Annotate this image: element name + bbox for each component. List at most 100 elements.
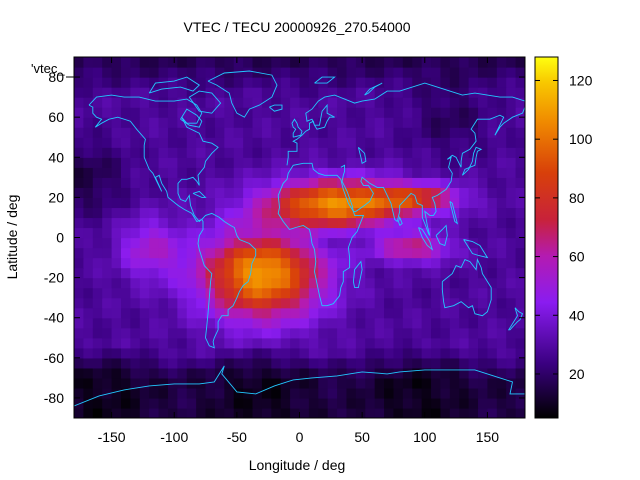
heatmap-cell bbox=[515, 217, 525, 229]
heatmap-cell bbox=[506, 147, 517, 158]
heatmap-cell bbox=[139, 107, 150, 118]
heatmap-cell bbox=[431, 357, 442, 369]
heatmap-cell bbox=[515, 267, 525, 279]
heatmap-cell bbox=[158, 57, 169, 68]
heatmap-cell bbox=[130, 397, 141, 409]
heatmap-cell bbox=[506, 317, 517, 329]
heatmap-cell bbox=[355, 87, 366, 98]
heatmap-cell bbox=[318, 357, 329, 369]
heatmap-cell bbox=[421, 157, 432, 168]
heatmap-cell bbox=[252, 87, 263, 98]
heatmap-cell bbox=[412, 377, 423, 389]
heatmap-cell bbox=[412, 147, 423, 158]
heatmap-cell bbox=[421, 327, 432, 339]
heatmap-cell bbox=[506, 127, 517, 138]
heatmap-cell bbox=[261, 247, 272, 259]
heatmap-cell bbox=[149, 157, 160, 168]
heatmap-cell bbox=[496, 197, 507, 209]
heatmap-cell bbox=[384, 177, 395, 188]
heatmap-cell bbox=[214, 67, 225, 78]
heatmap-cell bbox=[290, 357, 301, 369]
heatmap-cell bbox=[214, 227, 225, 239]
colorbar-tick-label: 20 bbox=[569, 366, 585, 382]
heatmap-cell bbox=[308, 127, 319, 138]
heatmap-cell bbox=[449, 127, 460, 138]
heatmap-cell bbox=[440, 347, 451, 359]
heatmap-cell bbox=[120, 187, 131, 198]
heatmap-cell bbox=[384, 157, 395, 168]
heatmap-cell bbox=[158, 157, 169, 168]
heatmap-cell bbox=[139, 77, 150, 88]
heatmap-cell bbox=[130, 77, 141, 88]
heatmap-cell bbox=[402, 247, 413, 259]
heatmap-cell bbox=[308, 407, 319, 418]
heatmap-cell bbox=[196, 137, 207, 148]
heatmap-cell bbox=[92, 397, 103, 409]
heatmap-cell bbox=[120, 327, 131, 339]
heatmap-cell bbox=[120, 297, 131, 309]
heatmap-cell bbox=[149, 387, 160, 399]
heatmap-cell bbox=[440, 227, 451, 239]
heatmap-cell bbox=[327, 77, 338, 88]
heatmap-cell bbox=[355, 397, 366, 409]
heatmap-cell bbox=[280, 187, 291, 198]
heatmap-cell bbox=[318, 187, 329, 198]
heatmap-cell bbox=[346, 337, 357, 349]
heatmap-cell bbox=[327, 137, 338, 148]
heatmap-cell bbox=[421, 57, 432, 68]
heatmap-cell bbox=[440, 167, 451, 178]
heatmap-cell bbox=[224, 57, 235, 68]
heatmap-cell bbox=[290, 67, 301, 78]
heatmap-cell bbox=[440, 397, 451, 409]
heatmap-cell bbox=[261, 337, 272, 349]
heatmap-cell bbox=[327, 167, 338, 178]
heatmap-cell bbox=[74, 197, 84, 209]
heatmap-cell bbox=[271, 397, 282, 409]
coastline-arctic-isles bbox=[148, 76, 201, 94]
x-tick-label: -50 bbox=[227, 429, 247, 445]
heatmap-cell bbox=[478, 187, 489, 198]
heatmap-cell bbox=[214, 187, 225, 198]
heatmap-cell bbox=[196, 397, 207, 409]
heatmap-cell bbox=[271, 87, 282, 98]
heatmap-cell bbox=[515, 357, 525, 369]
heatmap-cell bbox=[290, 237, 301, 249]
heatmap-cell bbox=[393, 127, 404, 138]
heatmap-cell bbox=[393, 147, 404, 158]
heatmap-cell bbox=[111, 67, 122, 78]
heatmap-cell bbox=[487, 217, 498, 229]
heatmap-cell bbox=[449, 187, 460, 198]
heatmap-cell bbox=[214, 77, 225, 88]
heatmap-cell bbox=[92, 87, 103, 98]
heatmap-cell bbox=[233, 407, 244, 418]
heatmap-cell bbox=[177, 347, 188, 359]
heatmap-cell bbox=[205, 237, 216, 249]
heatmap-cell bbox=[111, 247, 122, 259]
heatmap-cell bbox=[252, 137, 263, 148]
heatmap-cell bbox=[177, 117, 188, 128]
heatmap-cell bbox=[393, 377, 404, 389]
heatmap-cell bbox=[318, 127, 329, 138]
heatmap-cell bbox=[384, 297, 395, 309]
heatmap-cell bbox=[374, 67, 385, 78]
heatmap-cell bbox=[299, 357, 310, 369]
heatmap-cell bbox=[487, 227, 498, 239]
heatmap-cell bbox=[243, 337, 254, 349]
heatmap-cell bbox=[149, 167, 160, 178]
heatmap-cell bbox=[299, 197, 310, 209]
heatmap-cell bbox=[468, 87, 479, 98]
heatmap-cell bbox=[365, 217, 376, 229]
heatmap-cell bbox=[468, 347, 479, 359]
heatmap-cell bbox=[243, 137, 254, 148]
heatmap-cell bbox=[412, 67, 423, 78]
heatmap-cell bbox=[327, 337, 338, 349]
heatmap-cell bbox=[449, 167, 460, 178]
heatmap-cell bbox=[308, 387, 319, 399]
heatmap-cell bbox=[308, 67, 319, 78]
heatmap-cell bbox=[384, 97, 395, 108]
heatmap-cell bbox=[290, 257, 301, 269]
heatmap-cell bbox=[290, 227, 301, 239]
heatmap-cell bbox=[186, 157, 197, 168]
heatmap-cell bbox=[130, 377, 141, 389]
heatmap-cell bbox=[459, 287, 470, 299]
